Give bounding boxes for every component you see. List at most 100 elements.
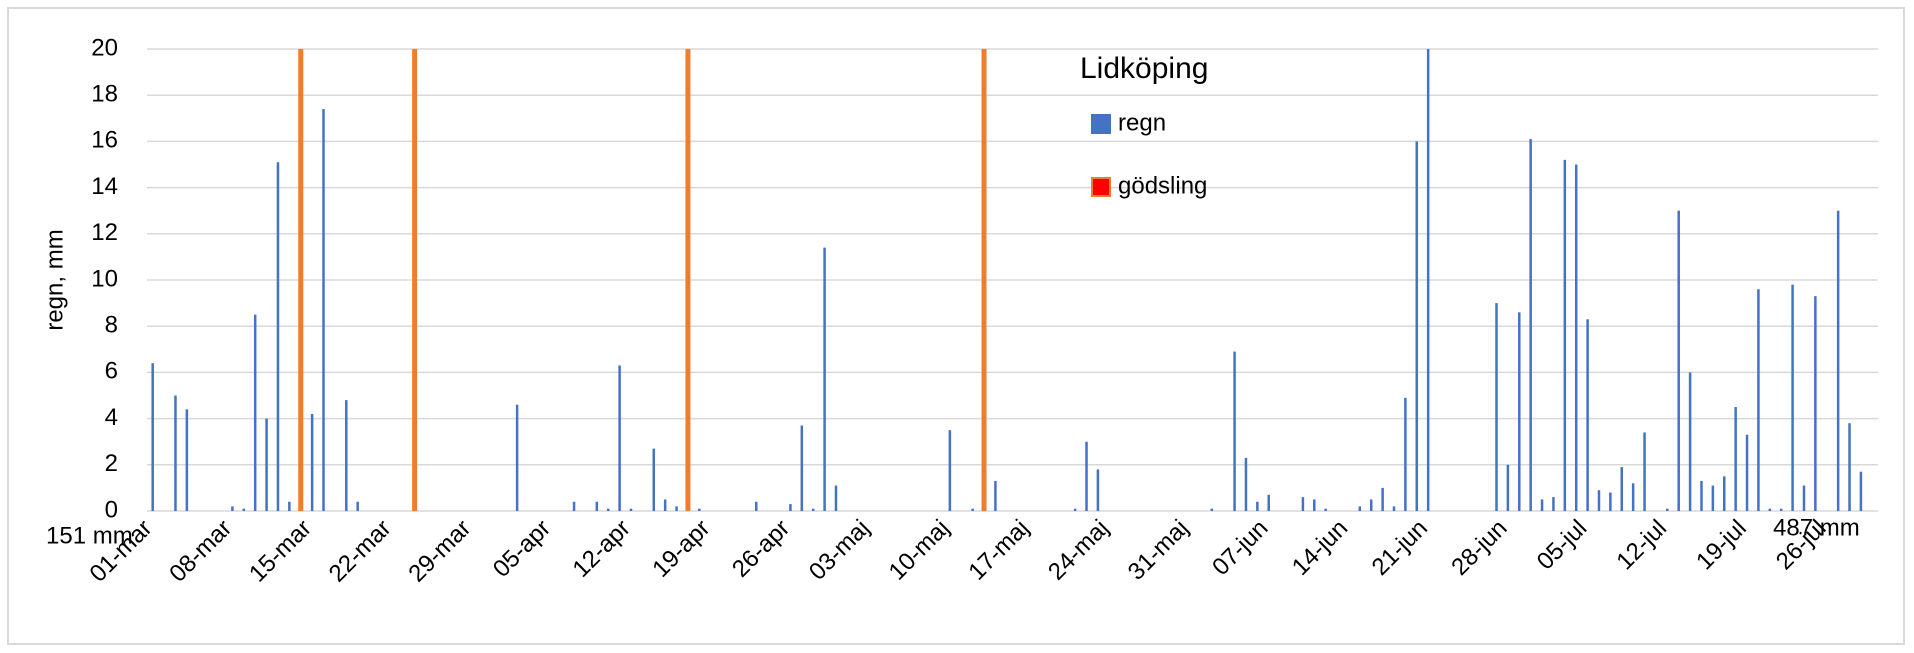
y-tick-label: 20 — [91, 34, 118, 61]
bar — [675, 506, 678, 511]
bar — [1415, 141, 1419, 511]
bar — [994, 480, 997, 511]
legend-label: regn — [1118, 109, 1166, 136]
bar — [288, 501, 291, 511]
bar — [606, 508, 610, 511]
bar — [174, 395, 177, 511]
bar — [1609, 492, 1612, 511]
bar — [1392, 506, 1396, 511]
bar — [310, 413, 314, 511]
bar — [1620, 467, 1624, 511]
bar — [948, 430, 952, 511]
bar — [1791, 284, 1794, 511]
bar — [1210, 508, 1214, 511]
bar — [789, 504, 792, 511]
bar — [595, 501, 599, 511]
bar — [1711, 485, 1715, 511]
annotation: 151 mm — [46, 522, 133, 549]
bar — [1848, 423, 1851, 511]
bar — [1313, 499, 1316, 511]
bar — [185, 409, 189, 511]
bar — [345, 400, 348, 511]
bar — [1723, 476, 1726, 511]
y-tick-label: 6 — [105, 358, 118, 385]
bar — [618, 365, 621, 511]
bar — [1677, 210, 1680, 511]
bar — [1358, 506, 1362, 511]
bar — [231, 506, 234, 511]
y-tick-label: 4 — [105, 404, 118, 431]
event-line — [981, 49, 987, 511]
y-tick-label: 16 — [91, 127, 118, 154]
bar — [1096, 469, 1100, 511]
bar — [1381, 487, 1384, 511]
bar — [1700, 480, 1703, 511]
bar — [265, 418, 268, 511]
bar — [755, 501, 758, 511]
bar — [1586, 319, 1589, 511]
bar — [1529, 139, 1532, 511]
bar — [1734, 407, 1737, 511]
bar — [572, 501, 576, 511]
y-tick-label: 10 — [91, 265, 118, 292]
bar — [652, 448, 656, 511]
bar — [253, 314, 257, 511]
bar — [1779, 508, 1783, 511]
bar — [515, 404, 519, 511]
bar — [1802, 485, 1806, 511]
bar — [698, 508, 701, 511]
bar — [1563, 159, 1567, 511]
bar — [1369, 499, 1373, 511]
bar — [811, 508, 815, 511]
bar — [1814, 296, 1817, 511]
event-line — [298, 49, 304, 511]
bar — [276, 162, 280, 511]
bar — [800, 425, 804, 511]
chart-title: Lidköping — [1080, 52, 1208, 85]
bar — [1768, 508, 1772, 511]
y-tick-label: 14 — [91, 173, 118, 200]
bar — [1757, 289, 1760, 511]
bar — [1324, 508, 1327, 511]
y-tick-label: 8 — [105, 312, 118, 339]
bar — [151, 363, 154, 511]
bar — [356, 501, 359, 511]
legend-marker — [1091, 114, 1111, 134]
bar — [322, 109, 325, 511]
bar — [1085, 441, 1088, 511]
bar — [1244, 457, 1248, 511]
y-tick-label: 12 — [91, 219, 118, 246]
bar — [1688, 372, 1692, 511]
bar — [1574, 164, 1578, 511]
annotation: 487 mm — [1773, 514, 1860, 541]
bar — [1404, 397, 1407, 511]
event-line — [412, 49, 418, 511]
bar — [242, 508, 246, 511]
y-tick-label: 18 — [91, 81, 118, 108]
event-line — [685, 49, 691, 511]
bar — [1073, 508, 1077, 511]
legend-label: gödsling — [1118, 172, 1207, 199]
bar — [1745, 434, 1749, 511]
bar — [1859, 471, 1863, 511]
bar — [1301, 497, 1305, 511]
y-tick-label: 2 — [105, 450, 118, 477]
legend-marker — [1091, 177, 1111, 197]
bar — [1267, 494, 1270, 511]
bar — [834, 485, 838, 511]
bar — [1426, 49, 1430, 511]
bar — [1233, 351, 1236, 511]
y-tick-label: 0 — [105, 496, 118, 523]
bar — [1540, 499, 1544, 511]
bar — [1518, 312, 1521, 511]
bar — [629, 508, 633, 511]
bar — [823, 247, 826, 511]
bar — [971, 508, 974, 511]
bar — [1666, 508, 1669, 511]
bar — [1495, 303, 1498, 511]
bar — [1256, 501, 1259, 511]
bar — [1597, 490, 1601, 511]
bar — [1506, 464, 1510, 511]
bar — [1836, 210, 1840, 511]
